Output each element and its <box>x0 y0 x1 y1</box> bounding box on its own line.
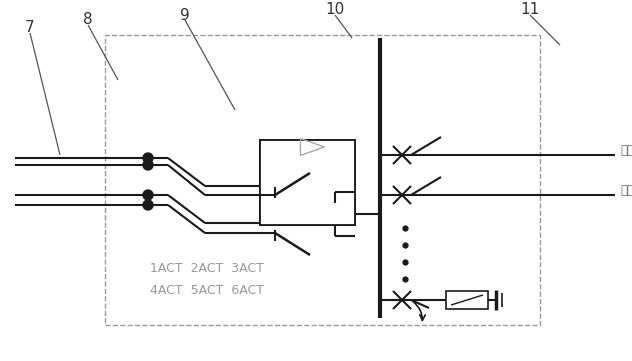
Circle shape <box>143 153 153 163</box>
Bar <box>446 291 488 309</box>
Text: 1ACT  2ACT  3ACT: 1ACT 2ACT 3ACT <box>150 261 264 274</box>
Text: 7: 7 <box>25 21 35 35</box>
Bar <box>105 35 540 325</box>
Text: 8: 8 <box>83 13 93 27</box>
Text: 用电设备: 用电设备 <box>620 144 632 157</box>
Circle shape <box>143 190 153 200</box>
Text: 4ACT  5ACT  6ACT: 4ACT 5ACT 6ACT <box>150 283 264 296</box>
Circle shape <box>143 200 153 210</box>
Bar <box>260 140 355 225</box>
Text: 11: 11 <box>520 3 540 17</box>
Text: 用电设备: 用电设备 <box>620 183 632 196</box>
Circle shape <box>143 160 153 170</box>
Bar <box>260 140 355 225</box>
Text: 9: 9 <box>180 8 190 22</box>
Text: 10: 10 <box>325 3 344 17</box>
